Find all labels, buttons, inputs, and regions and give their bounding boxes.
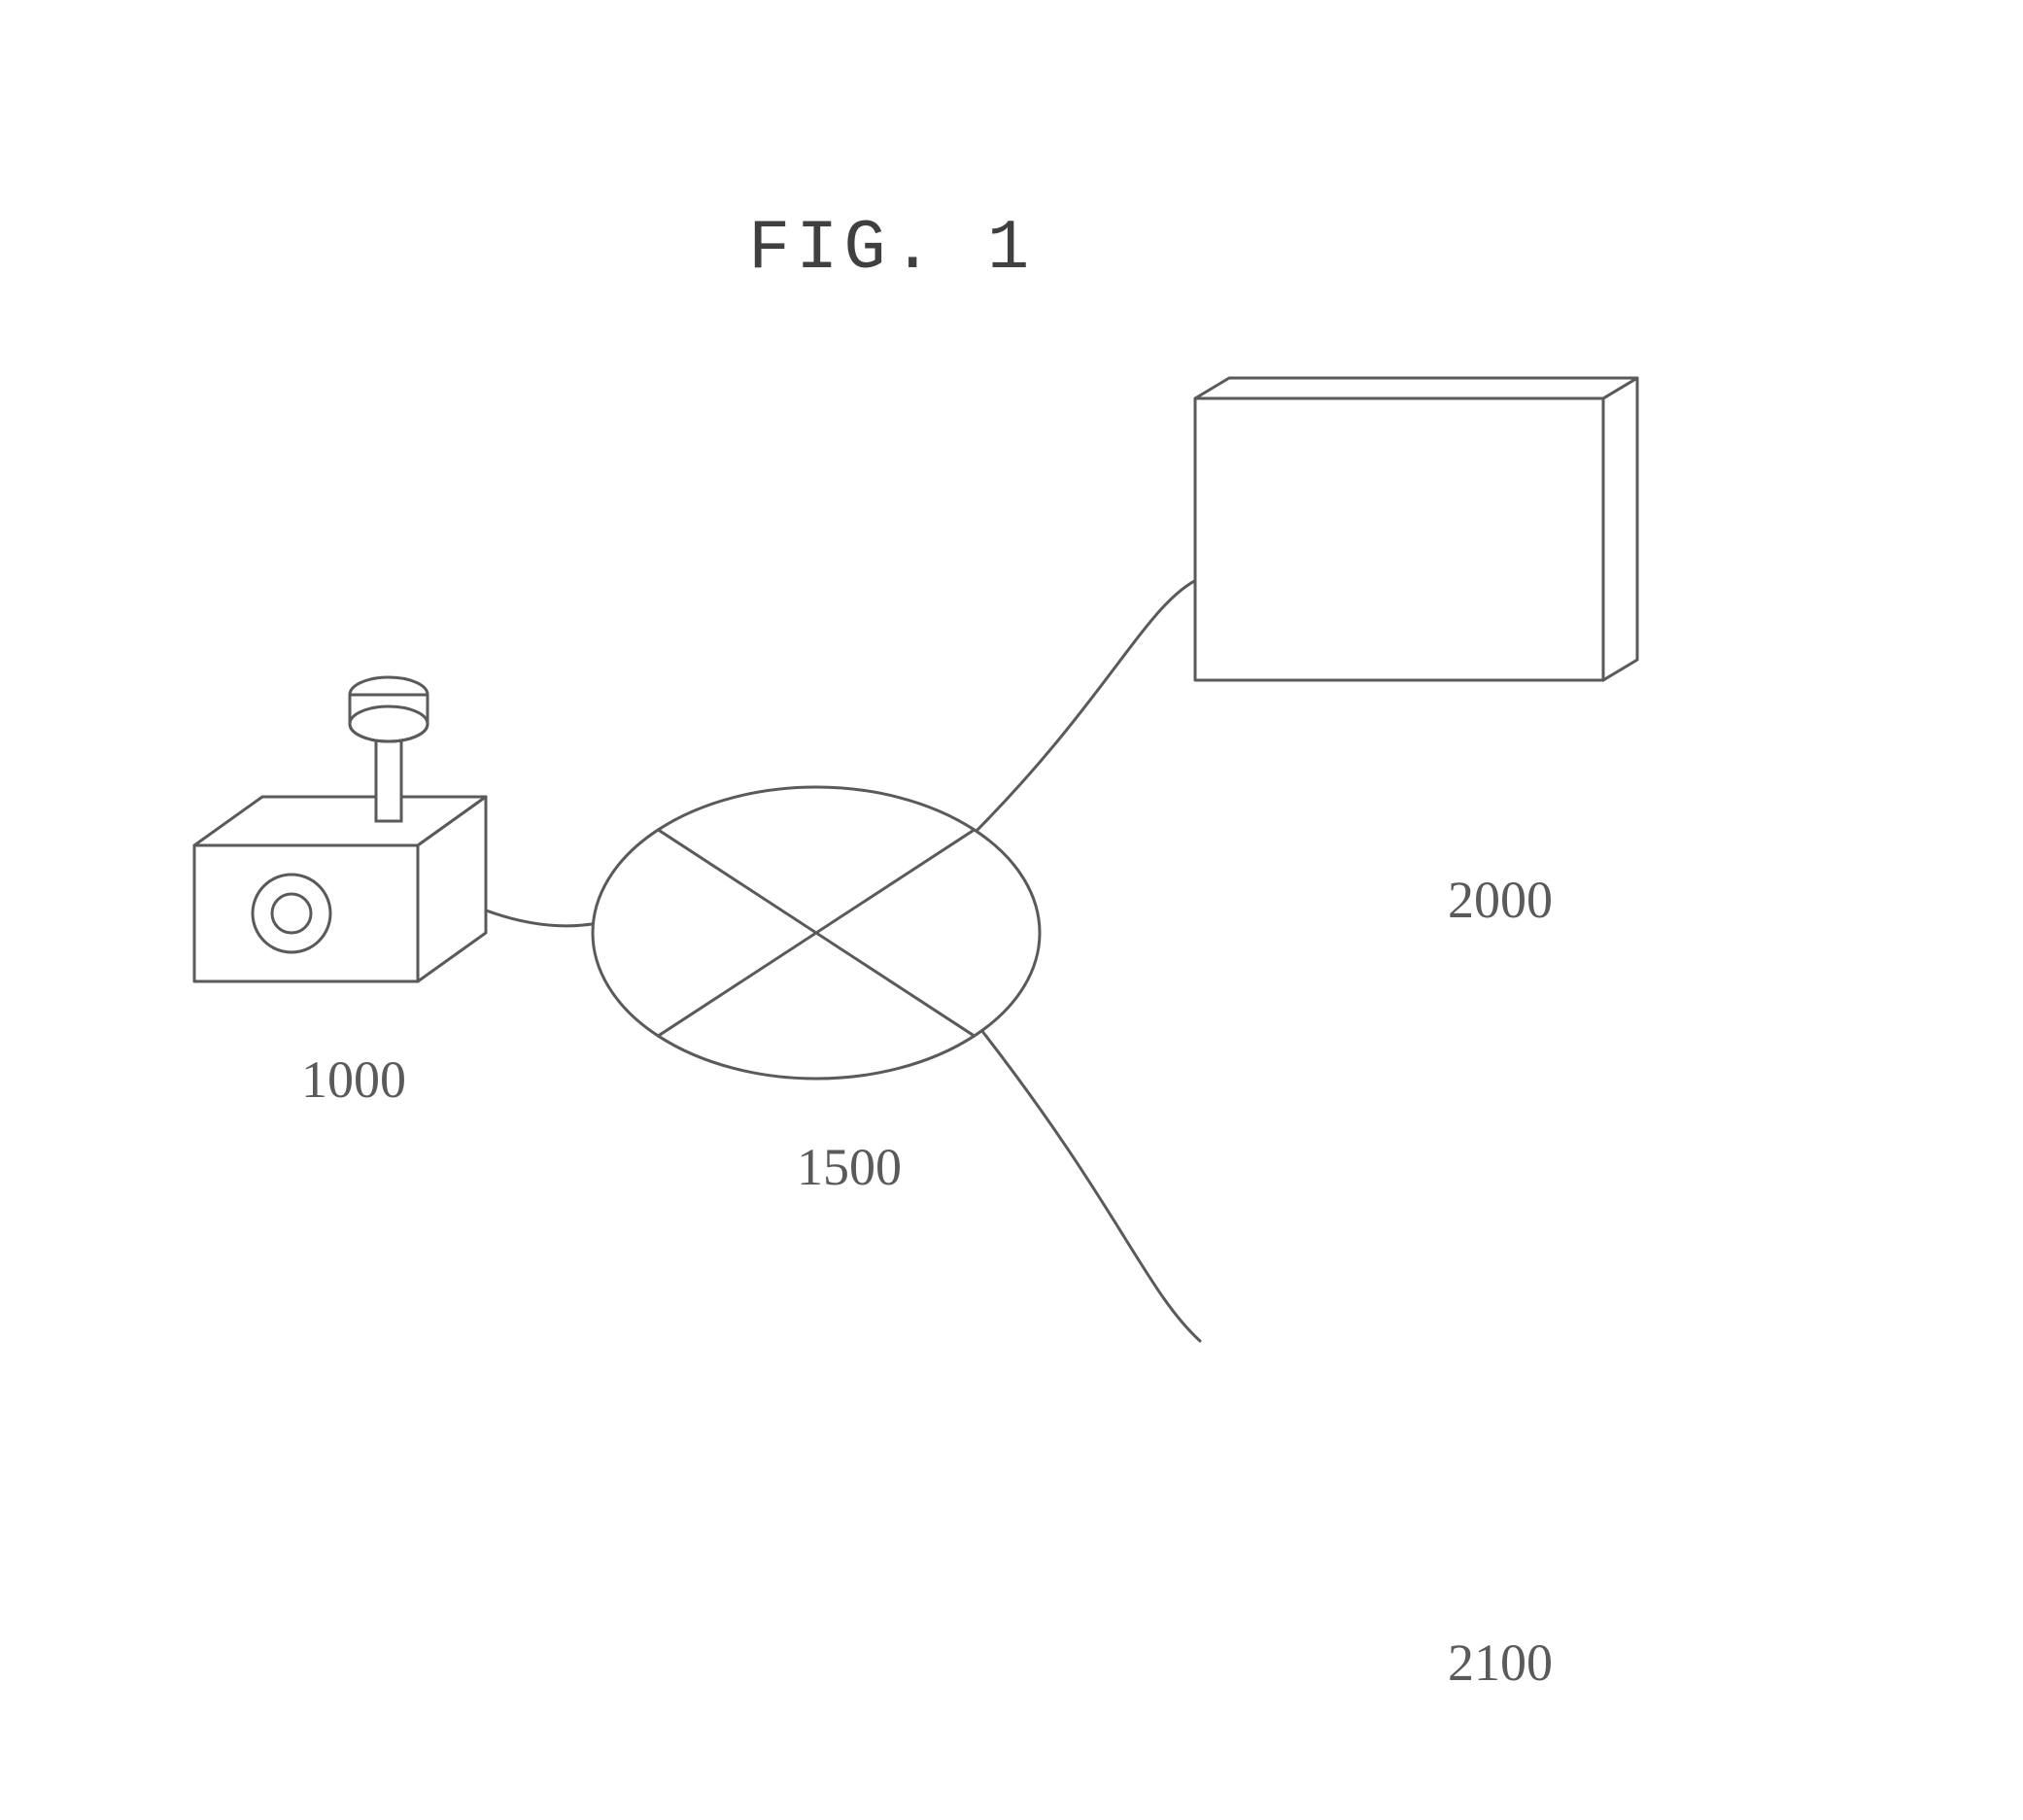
diagram-stage: FIG. 1 1000 1500 2000 2100 xyxy=(0,0,2023,1820)
diagram-svg xyxy=(0,0,2023,1820)
ref-camera: 1000 xyxy=(301,1049,406,1110)
ref-computer-bot: 2100 xyxy=(1448,1632,1553,1693)
ref-network: 1500 xyxy=(797,1137,902,1197)
ref-computer-top: 2000 xyxy=(1448,870,1553,930)
